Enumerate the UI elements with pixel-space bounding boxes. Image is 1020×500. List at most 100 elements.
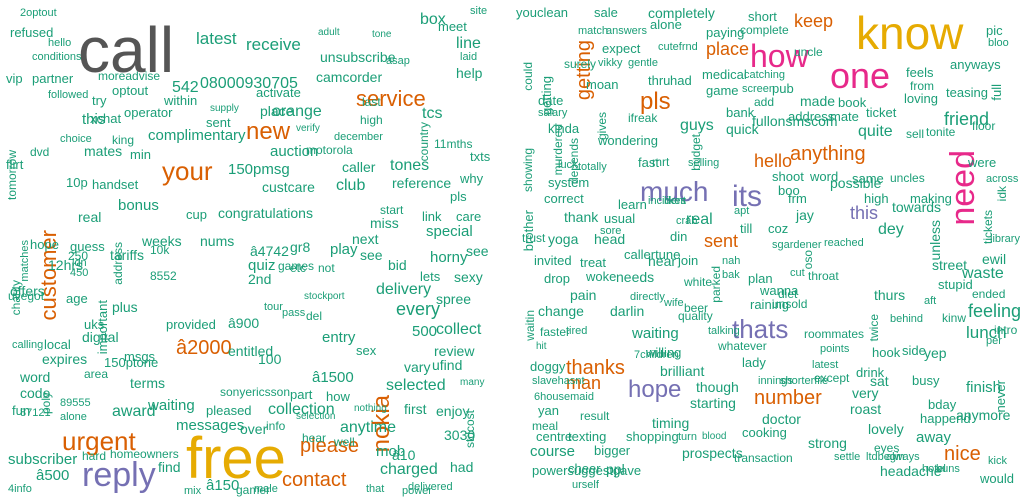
cloud-word: quick (726, 121, 759, 137)
cloud-word: pls (640, 88, 671, 115)
cloud-word: 2nd (248, 271, 272, 287)
cloud-word: lady (742, 355, 766, 370)
cloud-word: timing (652, 415, 690, 431)
cloud-word: texting (568, 429, 607, 444)
cloud-word: guys (680, 117, 714, 134)
cloud-word: collect (436, 321, 482, 338)
cloud-word: â500 (36, 467, 70, 484)
cloud-word: care (456, 209, 482, 224)
cloud-word: woke (586, 269, 617, 284)
cloud-word: tcs (422, 105, 443, 122)
cloud-word: bigger (594, 443, 631, 458)
cloud-word: finish (966, 379, 1002, 396)
cloud-word: unsold (772, 297, 808, 311)
cloud-word: yoga (548, 231, 579, 247)
cloud-word: why (460, 171, 484, 186)
cloud-word: loving (904, 91, 938, 106)
cloud-word: tonite (926, 125, 956, 139)
cloud-word: line (456, 35, 481, 52)
cloud-word: till (740, 221, 753, 236)
cloud-word: camcorder (316, 69, 383, 85)
cloud-word: ticket (866, 105, 897, 120)
cloud-word: tones (390, 157, 430, 174)
cloud-word: call (78, 14, 175, 86)
cloud-word: dey (878, 221, 904, 238)
cloud-word: info (266, 419, 286, 433)
cloud-word: join (678, 253, 699, 268)
cloud-word: uncles (890, 171, 925, 185)
cloud-word: treat (580, 255, 607, 270)
cloud-word: blood (702, 431, 727, 442)
cloud-word: thats (732, 314, 789, 344)
cloud-word: centre (536, 429, 573, 444)
cloud-word: see (466, 243, 489, 259)
cloud-word: selling (688, 157, 720, 169)
cloud-word: next (352, 231, 379, 247)
cloud-word: free (186, 426, 286, 491)
cloud-word: mates (84, 143, 123, 159)
cloud-word: luck (558, 159, 578, 171)
cloud-word: bak (722, 269, 740, 281)
cloud-word: moan (586, 77, 619, 92)
cloud-word: showing (521, 148, 535, 193)
cloud-word: review (434, 343, 475, 359)
cloud-word: sgardener (772, 239, 822, 251)
cloud-word: word (810, 169, 839, 184)
cloud-word: over (240, 421, 268, 437)
cloud-word: library (990, 233, 1020, 245)
cloud-word: usual (604, 211, 636, 226)
cloud-word: pain (570, 287, 597, 303)
cloud-word: address (111, 242, 125, 285)
cloud-word: laid (460, 51, 478, 63)
cloud-word: entry (322, 329, 356, 346)
cloud-word: budget (689, 134, 703, 171)
cloud-word: 500 (412, 323, 438, 340)
cloud-word: dvd (30, 145, 50, 159)
cloud-word: except (814, 371, 850, 385)
cloud-word: anyways (950, 57, 1001, 72)
cloud-word: please (300, 435, 359, 457)
cloud-word: anymore (956, 407, 1011, 423)
cloud-word: hear (302, 431, 327, 445)
cloud-word: uks (84, 317, 105, 332)
cloud-word: throat (808, 269, 839, 283)
cloud-word: hotel (922, 463, 946, 475)
cloud-word: moreadvise (98, 69, 161, 83)
cloud-word: offers (10, 283, 45, 299)
cloud-word: floor (972, 119, 996, 133)
cloud-word: unsubscribe (320, 49, 396, 65)
cloud-word: bday (928, 397, 957, 412)
cloud-word: reference (392, 175, 452, 191)
cloud-word: its (732, 180, 762, 213)
cloud-word: would (980, 471, 1014, 486)
cloud-word: find (158, 459, 181, 475)
cloud-word: delivery (376, 281, 432, 298)
cloud-word: games (278, 259, 315, 273)
cloud-word: from (910, 79, 934, 93)
cloud-word: hello (754, 151, 793, 171)
cloud-word: had (450, 459, 474, 475)
cloud-word: thanks (566, 357, 625, 379)
cloud-word: plus (112, 299, 138, 315)
cloud-word: plan (748, 271, 773, 286)
cloud-word: completely (648, 5, 715, 21)
cloud-word: teasing (946, 85, 988, 100)
cloud-word: mob (376, 443, 406, 460)
cloud-word: handset (92, 177, 139, 192)
cloud-word: enjoy (436, 403, 470, 419)
cloud-word: motorola (306, 143, 353, 157)
cloud-word: supply (210, 103, 239, 114)
cloud-word: horny (430, 249, 468, 266)
cloud-word: address (788, 109, 835, 124)
cloud-word: pub (772, 81, 794, 96)
cloud-word: kinda (548, 121, 580, 136)
cloud-word: provided (166, 317, 216, 332)
cloud-word: beer (684, 301, 709, 315)
cloud-word: thurs (874, 287, 906, 303)
cloud-word: gr8 (290, 239, 311, 255)
cloud-word: sale (594, 5, 618, 20)
cloud-word: sonyericsson (220, 385, 291, 399)
cloud-word: behind (890, 313, 924, 325)
cloud-word: result (580, 409, 610, 423)
cloud-word: nah (722, 255, 741, 267)
